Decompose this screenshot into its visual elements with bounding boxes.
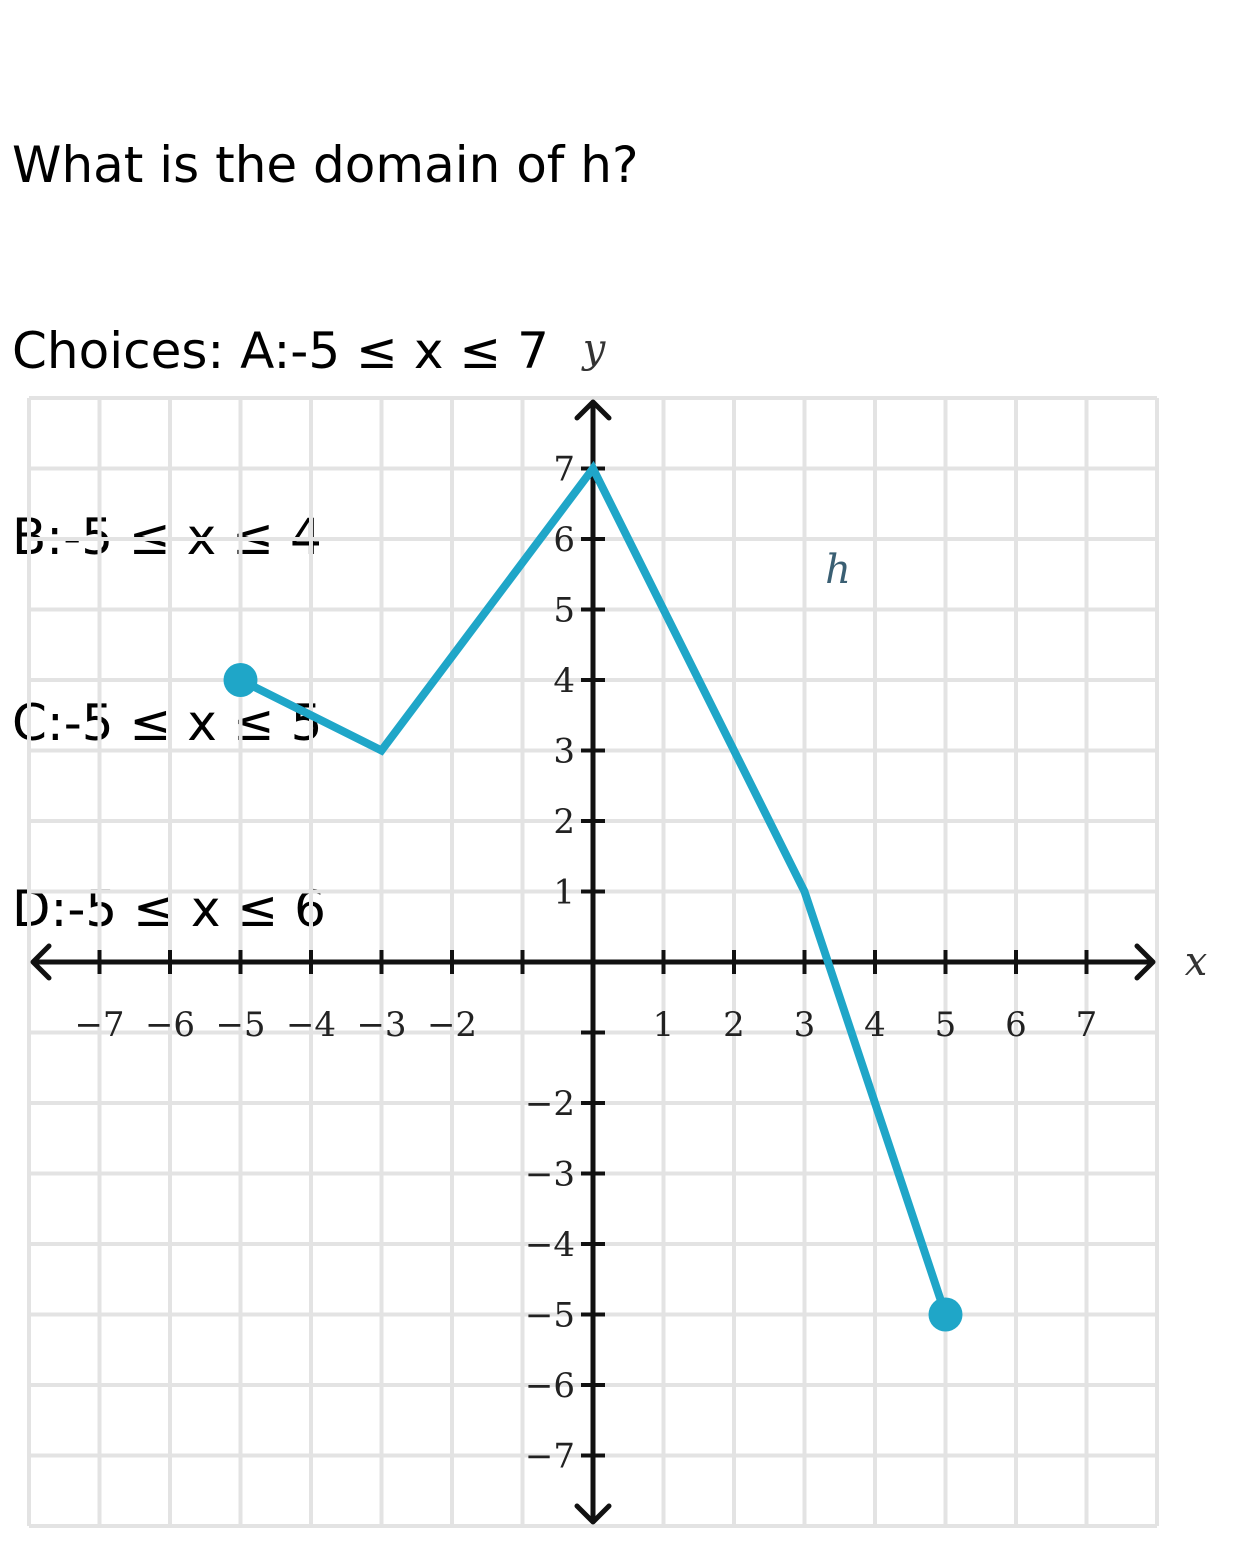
y-axis-down-arrow <box>574 1503 612 1525</box>
closed-endpoint <box>928 1297 963 1332</box>
closed-endpoint <box>223 663 258 697</box>
y-tick-label: 6 <box>553 520 575 560</box>
x-tick-label: −2 <box>427 1005 477 1045</box>
choice-a[interactable]: Choices: A:-5 ≤ x ≤ 7 <box>12 322 549 380</box>
axes <box>30 399 1156 1525</box>
question-prompt: What is the domain of h? <box>12 136 639 194</box>
x-tick-label: 3 <box>794 1005 816 1045</box>
y-tick-label: −2 <box>525 1084 575 1124</box>
y-tick-label: −3 <box>525 1155 575 1195</box>
x-tick-label: −7 <box>74 1005 124 1045</box>
x-tick-label: −4 <box>286 1005 336 1045</box>
x-tick-label: 1 <box>653 1005 675 1045</box>
x-tick-label: 5 <box>935 1005 957 1045</box>
y-tick-label: 7 <box>553 450 575 490</box>
y-tick-label: −4 <box>525 1225 575 1265</box>
x-tick-label: −6 <box>145 1005 195 1045</box>
tick-labels: −7 −6 −5 −4 −3 −2 1 2 3 4 5 6 7 7 6 5 4 3 2 1 −2 −3 −4 −5 −6 −7 <box>74 450 1097 1477</box>
x-axis-label: x <box>1185 939 1208 985</box>
x-tick-label: 7 <box>1076 1005 1098 1045</box>
y-tick-label: −7 <box>525 1437 575 1477</box>
series-h <box>223 460 963 1332</box>
curve-label-h: h <box>825 547 851 593</box>
y-tick-label: 3 <box>553 732 575 772</box>
x-axis-right-arrow <box>1134 943 1156 981</box>
x-tick-label: 2 <box>723 1005 745 1045</box>
x-axis-left-arrow <box>30 943 52 981</box>
x-tick-label: 6 <box>1005 1005 1027 1045</box>
y-tick-label: −5 <box>525 1296 575 1336</box>
y-tick-label: 2 <box>553 802 575 842</box>
y-tick-label: −6 <box>525 1366 575 1406</box>
y-tick-label: 1 <box>553 873 575 913</box>
x-tick-label: −5 <box>215 1005 265 1045</box>
y-tick-label: 4 <box>553 661 575 701</box>
x-tick-label: 4 <box>864 1005 886 1045</box>
y-tick-label: 5 <box>553 591 575 631</box>
series-line-h <box>238 460 950 1316</box>
y-axis-label: y <box>581 326 607 372</box>
y-axis-up-arrow <box>574 399 612 421</box>
x-tick-label: −3 <box>356 1005 406 1045</box>
